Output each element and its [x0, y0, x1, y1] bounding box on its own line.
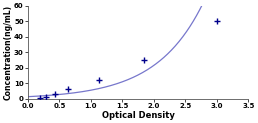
- X-axis label: Optical Density: Optical Density: [102, 111, 175, 120]
- Y-axis label: Concentration(ng/mL): Concentration(ng/mL): [3, 5, 12, 100]
